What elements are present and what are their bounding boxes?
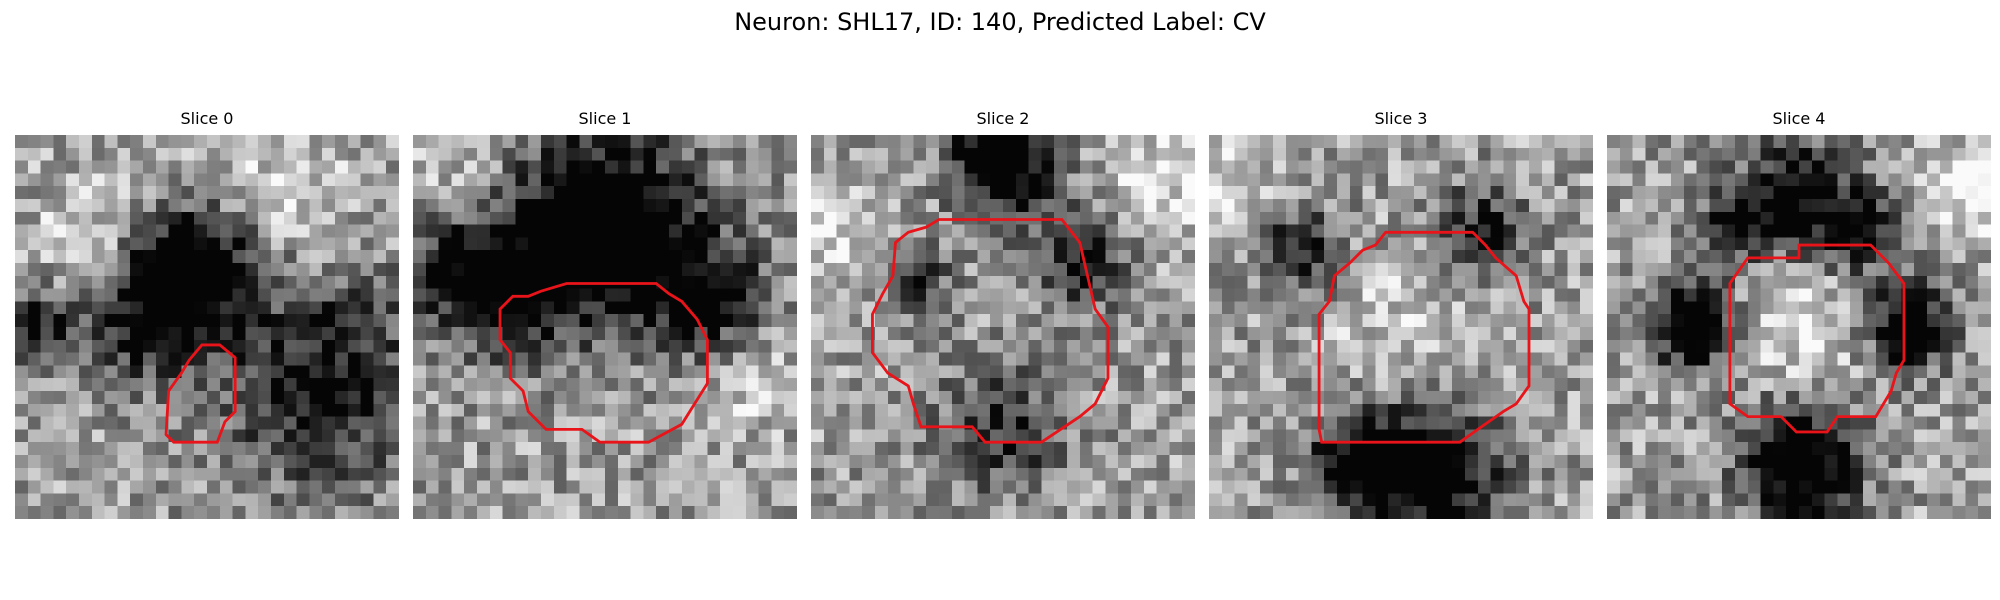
slice-title: Slice 0 <box>180 109 234 128</box>
slice-panel-2: Slice 2 <box>811 108 1195 519</box>
segmentation-contour <box>1317 230 1531 444</box>
slice-image <box>1607 135 1991 519</box>
slice-panel-0: Slice 0 <box>15 108 399 519</box>
slice-panel-1: Slice 1 <box>413 108 797 519</box>
slice-title: Slice 2 <box>976 109 1030 128</box>
slice-image <box>15 135 399 519</box>
segmentation-contour <box>1728 243 1906 434</box>
segmentation-contour <box>498 282 709 444</box>
slice-title: Slice 1 <box>578 109 632 128</box>
slice-panel-4: Slice 4 <box>1607 108 1991 519</box>
segmentation-contour <box>164 343 237 444</box>
figure-title: Neuron: SHL17, ID: 140, Predicted Label:… <box>734 8 1266 36</box>
slice-panel-3: Slice 3 <box>1209 108 1593 519</box>
slice-title: Slice 4 <box>1772 109 1826 128</box>
slice-image <box>1209 135 1593 519</box>
segmentation-contour <box>871 218 1110 444</box>
slice-image <box>811 135 1195 519</box>
slice-image <box>413 135 797 519</box>
slice-title: Slice 3 <box>1374 109 1428 128</box>
